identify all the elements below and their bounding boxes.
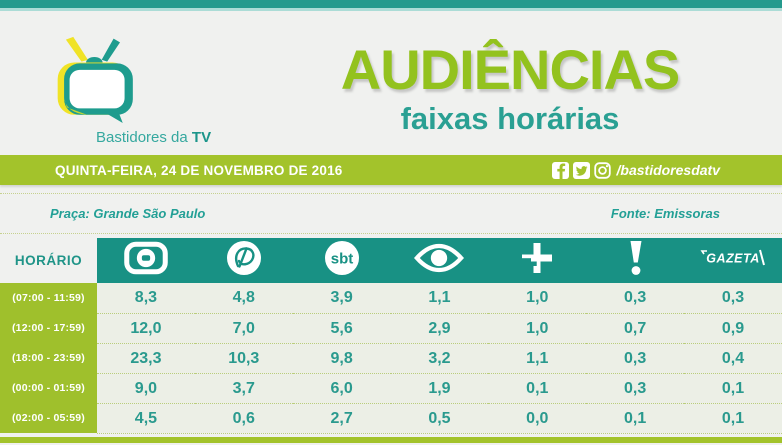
social-strip: /bastidoresdatv — [551, 161, 720, 179]
table-row: (12:00 - 17:59) 12,0 7,0 5,6 2,9 1,0 0,7… — [0, 313, 782, 343]
brand-logo: Bastidores da TV — [50, 33, 270, 146]
praca-label: Praça: Grande São Paulo — [50, 206, 206, 221]
rating-cell: 3,2 — [390, 343, 489, 373]
record-logo-icon — [226, 240, 262, 281]
rating-cell: 8,3 — [97, 283, 195, 313]
time-slot-label: (12:00 - 17:59) — [0, 313, 97, 343]
rating-cell: 2,7 — [292, 403, 391, 433]
rating-cell: 0,1 — [684, 403, 782, 433]
instagram-icon — [593, 161, 611, 179]
rating-cell: 6,0 — [292, 373, 391, 403]
date-bar: QUINTA-FEIRA, 24 DE NOVEMBRO DE 2016 /ba… — [0, 155, 782, 185]
header: Bastidores da TV AUDIÊNCIAS faixas horár… — [0, 11, 782, 155]
meta-row: Praça: Grande São Paulo Fonte: Emissoras — [0, 193, 782, 233]
top-accent-bar-light — [0, 8, 782, 11]
network-header-globo — [97, 238, 195, 283]
rating-cell: 9,0 — [97, 373, 195, 403]
rating-cell: 1,9 — [390, 373, 489, 403]
rating-cell: 4,5 — [97, 403, 195, 433]
sbt-logo-icon: sbt — [324, 240, 360, 281]
social-handle: /bastidoresdatv — [616, 162, 720, 178]
rating-cell: 0,0 — [488, 403, 587, 433]
cultura-logo-icon — [519, 240, 555, 281]
rating-cell: 3,7 — [194, 373, 293, 403]
fonte-label: Fonte: Emissoras — [610, 206, 720, 221]
rating-cell: 0,1 — [684, 373, 782, 403]
network-header-cultura — [488, 238, 587, 283]
rating-cell: 0,1 — [586, 403, 685, 433]
horario-header: HORÁRIO — [14, 253, 83, 268]
rating-cell: 0,6 — [194, 403, 293, 433]
tv-logo-icon — [50, 33, 270, 125]
ratings-table: HORÁRIO — [0, 233, 782, 443]
rating-cell: 2,9 — [390, 313, 489, 343]
rating-cell: 0,3 — [586, 373, 685, 403]
rating-cell: 1,1 — [390, 283, 489, 313]
globo-logo-icon — [124, 241, 168, 280]
rating-cell: 0,7 — [586, 313, 685, 343]
rating-cell: 3,9 — [292, 283, 391, 313]
rating-cell: 1,0 — [488, 313, 587, 343]
rating-cell: 0,3 — [684, 283, 782, 313]
rating-cell: 7,0 — [194, 313, 293, 343]
rating-cell: 10,3 — [194, 343, 293, 373]
rating-cell: 23,3 — [97, 343, 195, 373]
network-header-record — [194, 238, 293, 283]
svg-text:GAZETA: GAZETA — [706, 252, 759, 266]
network-header-gazeta: GAZETA — [684, 238, 782, 283]
rating-cell: 0,3 — [586, 343, 685, 373]
table-row: (07:00 - 11:59) 8,3 4,8 3,9 1,1 1,0 0,3 … — [0, 283, 782, 313]
rating-cell: 12,0 — [97, 313, 195, 343]
table-row: (02:00 - 05:59) 4,5 0,6 2,7 0,5 0,0 0,1 … — [0, 403, 782, 433]
rating-cell: 4,8 — [194, 283, 293, 313]
rating-cell: 0,3 — [586, 283, 685, 313]
time-slot-label: (18:00 - 23:59) — [0, 343, 97, 373]
rating-cell: 0,5 — [390, 403, 489, 433]
brand-name: Bastidores da TV — [96, 129, 211, 146]
rating-cell: 9,8 — [292, 343, 391, 373]
band-logo-icon — [414, 243, 465, 278]
title-block: AUDIÊNCIAS faixas horárias — [305, 39, 715, 134]
rating-cell: 5,6 — [292, 313, 391, 343]
brand-name-bold: TV — [191, 129, 212, 146]
time-slot-label: (00:00 - 01:59) — [0, 373, 97, 403]
twitter-icon — [572, 161, 590, 179]
table-row: (18:00 - 23:59) 23,3 10,3 9,8 3,2 1,1 0,… — [0, 343, 782, 373]
time-slot-label: (07:00 - 11:59) — [0, 283, 97, 313]
rating-cell: 0,4 — [684, 343, 782, 373]
rating-cell: 1,1 — [488, 343, 587, 373]
page-subtitle: faixas horárias — [400, 100, 620, 136]
page-title: AUDIÊNCIAS — [340, 38, 680, 101]
rating-cell: 0,9 — [684, 313, 782, 343]
svg-text:sbt: sbt — [330, 251, 353, 268]
gazeta-logo-icon: GAZETA — [697, 246, 769, 275]
network-header-sbt: sbt — [292, 238, 391, 283]
rating-cell: 0,1 — [488, 373, 587, 403]
redetv-logo-icon — [627, 240, 644, 281]
rating-cell: 1,0 — [488, 283, 587, 313]
network-header-band — [390, 238, 489, 283]
table-row: (00:00 - 01:59) 9,0 3,7 6,0 1,9 0,1 0,3 … — [0, 373, 782, 403]
bottom-accent-bar — [0, 437, 782, 443]
facebook-icon — [551, 161, 569, 179]
table-header-row: HORÁRIO — [0, 234, 782, 283]
date-text: QUINTA-FEIRA, 24 DE NOVEMBRO DE 2016 — [55, 162, 343, 178]
network-header-redetv — [586, 238, 685, 283]
time-slot-label: (02:00 - 05:59) — [0, 403, 97, 433]
bottom-dotted-line — [97, 433, 782, 434]
top-accent-bar — [0, 0, 782, 8]
brand-name-regular: Bastidores da — [96, 129, 188, 146]
